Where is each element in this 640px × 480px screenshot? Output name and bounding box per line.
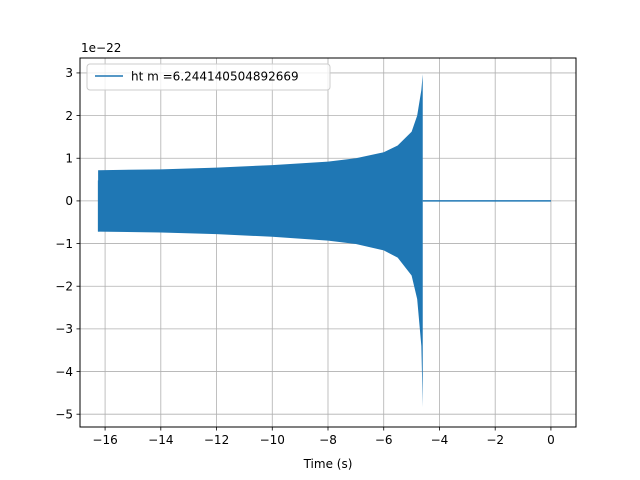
x-axis-ticks: −16 −14 −12 −10 −8 −6 −4 −2 0 <box>92 427 555 447</box>
x-tick-label: −16 <box>92 433 117 447</box>
x-tick-label: −2 <box>486 433 504 447</box>
x-tick-label: −4 <box>431 433 449 447</box>
x-tick-label: −8 <box>319 433 337 447</box>
x-tick-label: −10 <box>260 433 285 447</box>
legend-box <box>86 63 331 91</box>
y-tick-label: 3 <box>65 66 73 80</box>
y-axis-ticks: −5 −4 −3 −2 −1 0 1 2 3 <box>55 66 80 422</box>
y-tick-label: −2 <box>55 280 73 294</box>
legend: ht m =6.244140504892669 <box>86 63 331 91</box>
y-tick-label: −1 <box>55 237 73 251</box>
y-tick-label: −5 <box>55 408 73 422</box>
x-tick-label: −6 <box>375 433 393 447</box>
grid <box>80 58 576 427</box>
signal-envelope-fill <box>98 74 423 407</box>
x-tick-label: −12 <box>204 433 229 447</box>
x-axis-label: Time (s) <box>303 457 353 471</box>
x-tick-label: 0 <box>547 433 555 447</box>
y-tick-label: −3 <box>55 322 73 336</box>
y-tick-label: 1 <box>65 152 73 166</box>
series-signal <box>97 74 551 407</box>
y-tick-label: 0 <box>65 194 73 208</box>
legend-label: ht m =6.244140504892669 <box>131 70 299 84</box>
x-tick-label: −14 <box>148 433 173 447</box>
y-tick-label: 2 <box>65 109 73 123</box>
y-tick-label: −4 <box>55 365 73 379</box>
y-multiplier-label: 1e−22 <box>81 41 121 55</box>
